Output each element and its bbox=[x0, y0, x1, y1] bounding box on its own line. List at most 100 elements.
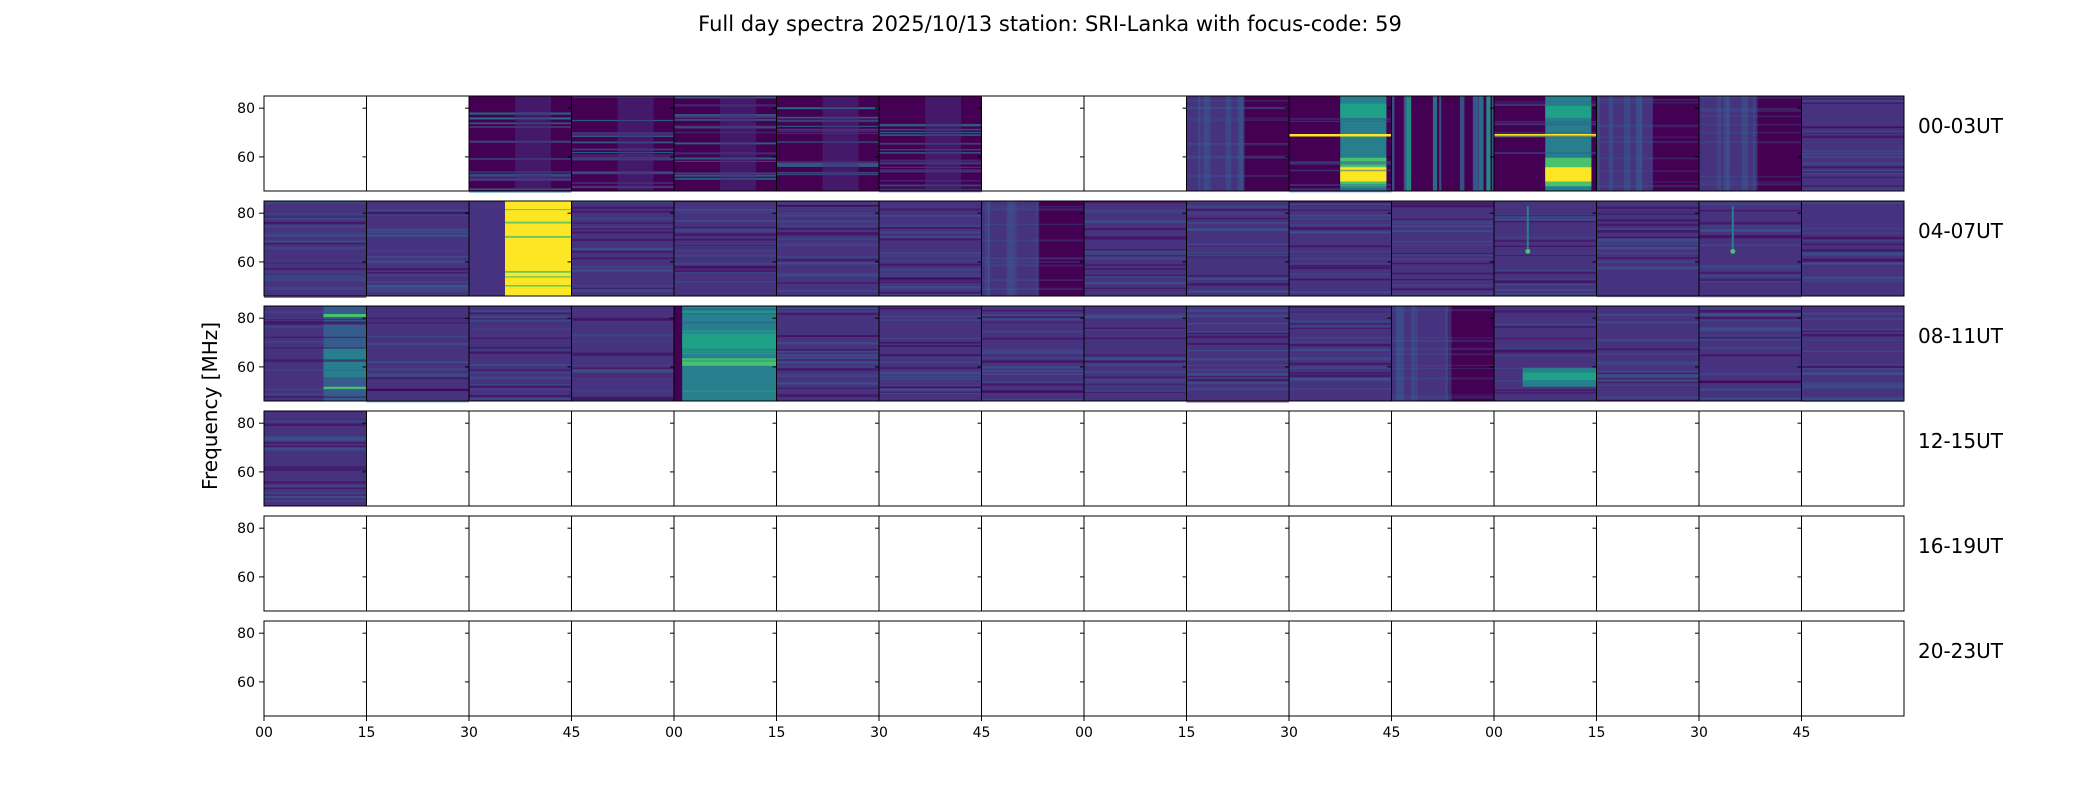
spectrum-panel bbox=[1695, 620, 1802, 717]
spectrum-panel bbox=[567, 305, 675, 402]
y-tick-label: 60 bbox=[237, 255, 255, 271]
x-tick-label: 30 bbox=[870, 725, 888, 741]
x-tick-label: 15 bbox=[1178, 725, 1196, 741]
row-time-label: 00-03UT bbox=[1918, 114, 2004, 138]
spectra-row: 60 80 20-23UT bbox=[237, 620, 2004, 717]
spectrum-panel bbox=[1592, 95, 1700, 192]
x-tick-label: 30 bbox=[460, 725, 478, 741]
spectrum-panel bbox=[1695, 95, 1802, 192]
y-tick-label: 60 bbox=[237, 465, 255, 481]
spectrum-panel bbox=[465, 410, 572, 507]
x-tick-label: 15 bbox=[358, 725, 376, 741]
spectrum-panel bbox=[1387, 620, 1495, 717]
spectrum-panel bbox=[1285, 620, 1392, 717]
spectrum-panel bbox=[670, 305, 777, 402]
spectrum-panel bbox=[1080, 200, 1187, 297]
spectrum-panel bbox=[772, 515, 880, 612]
spectrum-panel bbox=[1182, 95, 1290, 192]
x-tick-label: 45 bbox=[1793, 725, 1811, 741]
spectrum-panel bbox=[1592, 620, 1700, 717]
y-tick-label: 80 bbox=[237, 521, 255, 537]
spectrum-panel bbox=[362, 515, 470, 612]
y-tick-label: 80 bbox=[237, 206, 255, 222]
spectrum-panel bbox=[567, 620, 675, 717]
spectrum-panel bbox=[1490, 515, 1597, 612]
spectrum-panel bbox=[1592, 410, 1700, 507]
spectrum-panel bbox=[670, 200, 777, 297]
spectra-row: 60 80 08-11UT bbox=[237, 305, 2004, 403]
spectrum-panel bbox=[670, 620, 777, 717]
spectrum-panel bbox=[362, 620, 470, 717]
spectrum-panel bbox=[1797, 200, 1905, 297]
spectrum-panel bbox=[567, 95, 675, 192]
spectrum-panel bbox=[465, 515, 572, 612]
spectrum-panel bbox=[977, 515, 1085, 612]
spectra-row: 60 80 04-07UT bbox=[237, 200, 2004, 298]
y-tick-label: 80 bbox=[237, 416, 255, 432]
spectrum-panel bbox=[1080, 410, 1187, 507]
row-time-label: 08-11UT bbox=[1918, 324, 2004, 348]
spectrum-panel bbox=[1285, 200, 1392, 297]
x-tick-label: 00 bbox=[1485, 725, 1503, 741]
spectrum-panel bbox=[772, 200, 880, 297]
row-time-label: 04-07UT bbox=[1918, 219, 2004, 243]
x-tick-label: 15 bbox=[1588, 725, 1606, 741]
spectrum-panel bbox=[362, 200, 470, 297]
spectrum-panel bbox=[772, 305, 880, 402]
spectrum-panel bbox=[465, 200, 572, 297]
spectrum-panel bbox=[362, 410, 470, 507]
spectrum-panel bbox=[670, 95, 777, 192]
spectrum-panel bbox=[670, 515, 777, 612]
spectrum-panel bbox=[1182, 515, 1290, 612]
spectrum-panel bbox=[772, 95, 880, 192]
spectrum-panel bbox=[1080, 95, 1187, 192]
chart-title: Full day spectra 2025/10/13 station: SRI… bbox=[698, 12, 1402, 36]
spectrum-panel bbox=[1490, 200, 1597, 297]
spectrum-panel bbox=[263, 410, 367, 507]
spectrum-panel bbox=[263, 200, 367, 298]
spectrum-panel bbox=[567, 515, 675, 612]
spectra-row: 60 80 00-03UT bbox=[237, 95, 2004, 193]
spectrum-panel bbox=[1797, 620, 1905, 717]
spectrum-panel bbox=[362, 305, 470, 403]
x-tick-label: 00 bbox=[1075, 725, 1093, 741]
spectrum-panel bbox=[772, 620, 880, 717]
x-tick-label: 00 bbox=[665, 725, 683, 741]
y-tick-label: 60 bbox=[237, 675, 255, 691]
x-tick-label: 45 bbox=[563, 725, 581, 741]
spectrum-panel bbox=[977, 95, 1085, 192]
row-time-label: 16-19UT bbox=[1918, 534, 2004, 558]
spectrum-panel bbox=[977, 620, 1085, 717]
spectrum-panel bbox=[1695, 200, 1802, 298]
spectrum-panel bbox=[1285, 515, 1392, 612]
spectrum-panel bbox=[1182, 620, 1290, 717]
spectrum-panel bbox=[1387, 305, 1495, 402]
x-tick-label: 45 bbox=[973, 725, 991, 741]
spectrum-panel bbox=[1387, 95, 1498, 192]
spectrum-panel bbox=[1387, 200, 1495, 297]
x-tick-label: 00 bbox=[255, 725, 273, 741]
y-tick-label: 80 bbox=[237, 311, 255, 327]
spectrum-panel bbox=[1695, 515, 1802, 612]
y-tick-label: 60 bbox=[237, 570, 255, 586]
spectrum-panel bbox=[1797, 410, 1905, 507]
spectrum-panel bbox=[875, 95, 982, 193]
spectrum-panel bbox=[1285, 305, 1392, 402]
x-tick-label: 45 bbox=[1383, 725, 1401, 741]
spectrum-panel bbox=[772, 410, 880, 507]
spectrum-panel bbox=[362, 95, 470, 192]
spectrum-panel bbox=[1080, 515, 1187, 612]
spectrum-panel bbox=[465, 95, 572, 193]
x-tick-label: 30 bbox=[1690, 725, 1708, 741]
spectrum-panel bbox=[1592, 515, 1700, 612]
spectrum-panel bbox=[263, 95, 367, 192]
spectrum-panel bbox=[1797, 515, 1905, 612]
spectrum-panel bbox=[567, 410, 675, 507]
spectrum-panel bbox=[1797, 305, 1905, 402]
x-tick-label: 15 bbox=[768, 725, 786, 741]
spectrum-panel bbox=[567, 200, 675, 297]
y-tick-label: 60 bbox=[237, 360, 255, 376]
spectrum-panel bbox=[465, 620, 572, 717]
spectrum-panel bbox=[1285, 95, 1392, 193]
